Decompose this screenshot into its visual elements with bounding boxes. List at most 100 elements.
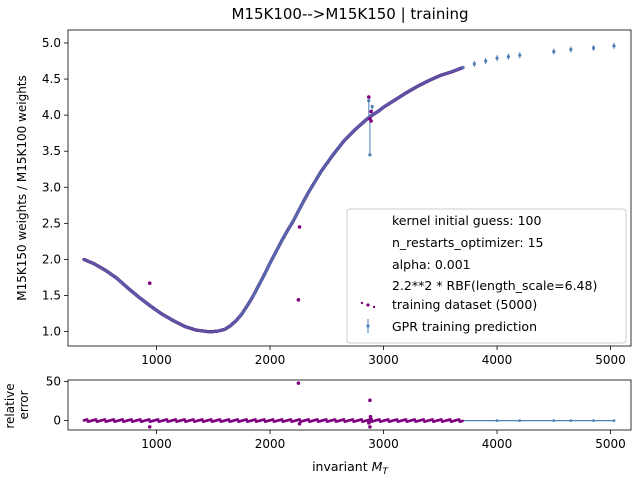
error-point (227, 418, 231, 421)
error-point (174, 418, 178, 421)
error-point (360, 418, 364, 421)
chart-title: M15K100-->M15K150 | training (231, 5, 468, 23)
error-x-tick-label: 2000 (255, 437, 286, 451)
x-axis-label-symbol: M (372, 459, 383, 474)
y-tick-label: 3.0 (42, 180, 61, 194)
error-point (289, 418, 293, 421)
legend-note-restarts: n_restarts_optimizer: 15 (392, 235, 543, 250)
error-point (298, 418, 302, 421)
error-y-axis-label-line-2: error (17, 390, 31, 419)
prediction-point (518, 53, 522, 57)
error-point (395, 418, 399, 421)
error-y-axis-label-line-1: relative (3, 383, 17, 428)
error-x-tick-label: 5000 (595, 437, 626, 451)
error-point (431, 418, 434, 421)
x-axis-label: invariant MT (312, 459, 389, 477)
x-axis-label-prefix: invariant (312, 459, 372, 474)
x-tick-label: 5000 (595, 353, 626, 367)
error-point (387, 418, 390, 421)
error-point (457, 418, 461, 421)
legend-label-training: training dataset (5000) (392, 297, 537, 312)
y-tick-label: 1.0 (42, 325, 61, 339)
error-point (342, 418, 346, 421)
error-point (422, 418, 426, 421)
y-tick-label: 2.5 (42, 216, 61, 230)
error-point (592, 419, 595, 423)
x-axis-label-subscript: T (382, 467, 389, 477)
error-point (201, 418, 204, 421)
error-point (165, 418, 169, 421)
x-tick-label: 1000 (141, 353, 172, 367)
x-tick-label: 4000 (482, 353, 513, 367)
error-outlier-point (369, 417, 373, 421)
error-point (103, 418, 107, 421)
error-point (518, 419, 522, 423)
x-tick-label: 3000 (368, 353, 399, 367)
main-plot-marks (82, 42, 616, 334)
training-outlier-point (296, 298, 301, 302)
error-point (112, 418, 116, 421)
error-point (263, 418, 266, 421)
error-point (130, 418, 133, 421)
prediction-point (506, 55, 511, 59)
error-point (209, 418, 213, 421)
error-point (569, 419, 573, 423)
training-outlier-point (369, 109, 373, 114)
error-plot: relative error 1000 2000 3000 4000 5000 0 50 i… (3, 375, 632, 477)
error-point (378, 418, 381, 421)
prediction-point (552, 50, 556, 54)
prediction-point (370, 104, 374, 109)
y-tick-label: 4.0 (42, 108, 61, 122)
error-point (404, 418, 408, 421)
prediction-point (368, 153, 372, 157)
prediction-point (461, 66, 465, 70)
y-tick-label: 4.5 (42, 72, 61, 86)
legend-note-kernel-fit: 2.2**2 * RBF(length_scale=6.48) (392, 278, 597, 293)
error-point (413, 418, 417, 421)
prediction-point (569, 47, 573, 52)
prediction-point (612, 44, 616, 48)
y-tick-label: 1.5 (42, 288, 61, 302)
error-point (236, 418, 240, 421)
y-axis-label: M15K150 weights / M15K100 weights (15, 75, 29, 301)
prediction-point (472, 62, 476, 66)
error-point (612, 419, 616, 423)
y-tick-label: 3.5 (42, 144, 61, 158)
error-point (271, 418, 275, 421)
error-outlier-point (366, 421, 371, 425)
training-outlier-point (147, 281, 152, 286)
error-point (552, 419, 556, 423)
legend: kernel initial guess: 100 n_restarts_opt… (346, 208, 627, 344)
main-plot-frame (67, 29, 632, 347)
error-point (121, 418, 125, 421)
error-outlier-point (147, 425, 152, 429)
legend-marker-prediction (366, 319, 370, 333)
y-tick-label: 2.0 (42, 252, 61, 266)
training-outlier-point (369, 119, 373, 123)
error-point (333, 418, 337, 421)
error-point (192, 418, 195, 421)
legend-marker-training (360, 301, 376, 309)
main-plot-axes: 1000 2000 3000 4000 5000 1.0 1.5 2.0 2.5 3.0 3.5 4.… (42, 36, 626, 367)
legend-box (346, 208, 627, 344)
error-point (280, 418, 284, 421)
legend-note-kernel: kernel initial guess: 100 (392, 213, 541, 228)
prediction-point (367, 99, 371, 103)
error-plot-marks (82, 381, 616, 429)
error-outlier-point (297, 421, 302, 426)
error-point (254, 418, 257, 421)
error-point (461, 419, 464, 423)
prediction-point (495, 56, 499, 60)
prediction-point (484, 59, 488, 63)
legend-note-alpha: alpha: 0.001 (392, 257, 471, 272)
error-point (316, 418, 319, 421)
error-outlier-point (368, 425, 372, 429)
prediction-point (591, 46, 596, 50)
error-outlier-point (368, 398, 372, 403)
error-point (156, 418, 160, 421)
error-plot-axes: 1000 2000 3000 4000 5000 0 50 (46, 375, 626, 451)
error-point (325, 418, 328, 421)
error-point (495, 419, 499, 423)
error-point (147, 418, 151, 421)
